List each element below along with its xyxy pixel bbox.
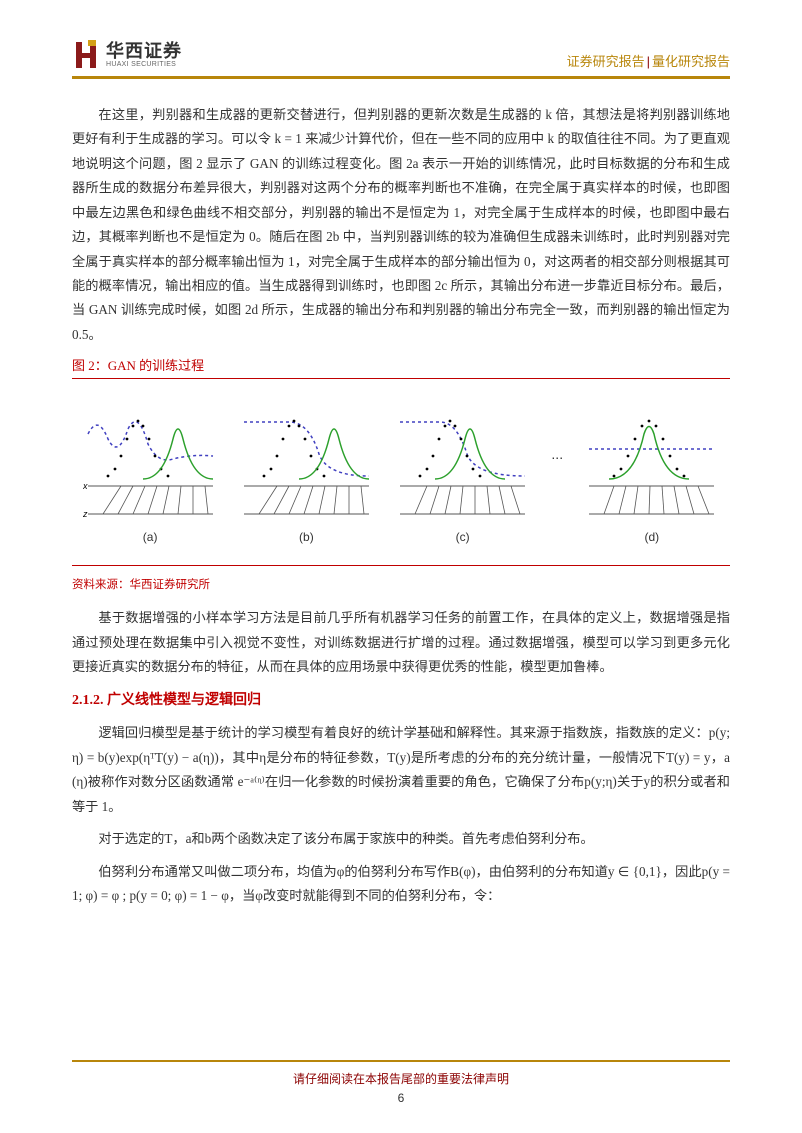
svg-text:z: z <box>83 509 88 519</box>
svg-text:x: x <box>83 481 88 491</box>
paragraph-4: 对于选定的T，a和b两个函数决定了该分布属于家族中的种类。首先考虑伯努利分布。 <box>72 827 730 851</box>
header-right-text: 证券研究报告|量化研究报告 <box>567 51 730 70</box>
figure-bottom-rule <box>72 565 730 566</box>
figure-panel: (c) <box>395 404 530 544</box>
company-logo-icon <box>72 40 100 70</box>
page-footer: 请仔细阅读在本报告尾部的重要法律声明 6 <box>0 1060 802 1105</box>
figure-panel: (b) <box>239 404 374 544</box>
panel-label: (a) <box>143 530 158 544</box>
panel-label: (b) <box>299 530 314 544</box>
panel-label: (c) <box>456 530 470 544</box>
header-rule <box>72 76 730 79</box>
company-name-en: HUAXI SECURITIES <box>106 61 182 68</box>
header-category-b: 量化研究报告 <box>652 54 730 69</box>
footer-disclaimer: 请仔细阅读在本报告尾部的重要法律声明 <box>0 1070 802 1087</box>
page-number: 6 <box>0 1091 802 1105</box>
footer-rule <box>72 1060 730 1062</box>
figure-panel: (d) <box>584 404 719 544</box>
company-name-cn: 华西证券 <box>106 42 182 62</box>
header-category-a: 证券研究报告 <box>567 54 645 69</box>
paragraph-2: 基于数据增强的小样本学习方法是目前几乎所有机器学习任务的前置工作，在具体的定义上… <box>72 606 730 679</box>
page-header: 华西证券 HUAXI SECURITIES 证券研究报告|量化研究报告 <box>72 40 730 70</box>
panel-label: (d) <box>645 530 660 544</box>
caption-rule <box>72 378 730 379</box>
paragraph-3: 逻辑回归模型是基于统计的学习模型有着良好的统计学基础和解释性。其来源于指数族，指… <box>72 721 730 819</box>
figure-2-gan-training: x z (a) <box>72 389 730 559</box>
paragraph-5: 伯努利分布通常又叫做二项分布，均值为φ的伯努利分布写作B(φ)，由伯努利的分布知… <box>72 860 730 909</box>
paragraph-1: 在这里，判别器和生成器的更新交替进行，但判别器的更新次数是生成器的 k 倍，其想… <box>72 103 730 347</box>
figure-source: 资料来源：华西证券研究所 <box>72 576 730 592</box>
figure-panel: x z (a) <box>83 404 218 544</box>
section-heading-2-1-2: 2.1.2. 广义线性模型与逻辑回归 <box>72 689 730 709</box>
figure-ellipsis: ... <box>551 446 563 462</box>
figure-caption: 图 2：GAN 的训练过程 <box>72 355 730 374</box>
logo-block: 华西证券 HUAXI SECURITIES <box>72 40 182 70</box>
